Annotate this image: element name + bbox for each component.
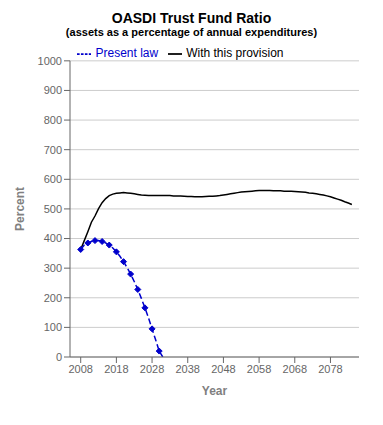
svg-text:2068: 2068 (283, 363, 307, 375)
svg-text:Percent: Percent (13, 187, 27, 231)
svg-text:2058: 2058 (247, 363, 271, 375)
svg-text:700: 700 (44, 144, 62, 156)
svg-text:100: 100 (44, 321, 62, 333)
svg-text:800: 800 (44, 114, 62, 126)
svg-text:900: 900 (44, 84, 62, 96)
svg-text:0: 0 (56, 351, 62, 363)
svg-text:2038: 2038 (175, 363, 199, 375)
svg-text:Year: Year (202, 384, 228, 398)
svg-text:500: 500 (44, 203, 62, 215)
html-text:Present law: Present law (95, 46, 159, 60)
svg-text:1000: 1000 (38, 55, 62, 67)
svg-text:2078: 2078 (318, 363, 342, 375)
svg-text:200: 200 (44, 292, 62, 304)
svg-text:400: 400 (44, 232, 62, 244)
svg-text:300: 300 (44, 262, 62, 274)
html-text:(assets as a percentage of ann: (assets as a percentage of annual expend… (65, 26, 318, 38)
svg-text:2048: 2048 (211, 363, 235, 375)
svg-text:2018: 2018 (104, 363, 128, 375)
svg-text:2028: 2028 (140, 363, 164, 375)
svg-text:2008: 2008 (68, 363, 92, 375)
html-text:With this provision: With this provision (186, 46, 284, 60)
svg-text:600: 600 (44, 173, 62, 185)
html-text:OASDI Trust Fund Ratio: OASDI Trust Fund Ratio (111, 10, 272, 26)
